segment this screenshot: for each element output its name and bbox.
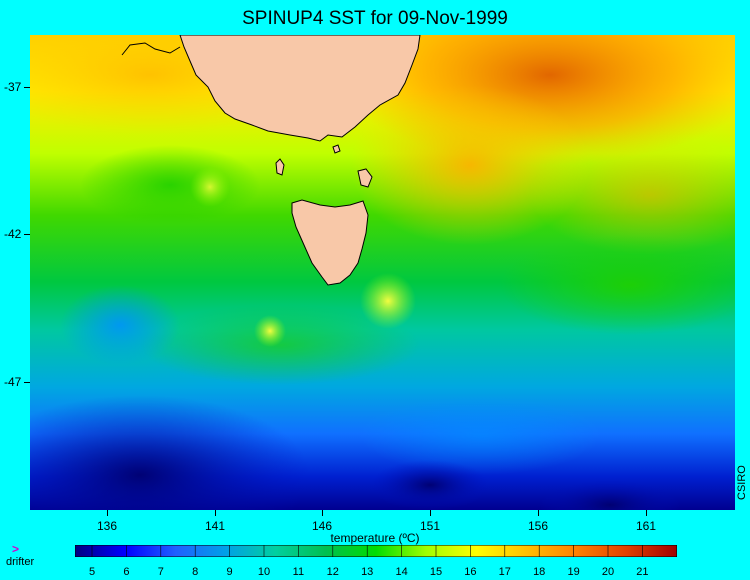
y-tick-mark xyxy=(24,87,30,88)
colorbar-label: 10 xyxy=(257,566,271,578)
sst-map xyxy=(30,35,735,510)
colorbar-label: 15 xyxy=(429,566,443,578)
colorbar-label: 17 xyxy=(498,566,511,578)
colorbar-label: 13 xyxy=(361,566,374,578)
colorbar-title: temperature (ºC) xyxy=(330,531,420,545)
x-tick-mark xyxy=(646,510,647,516)
colorbar-label: 6 xyxy=(123,566,130,578)
colorbar-label: 12 xyxy=(326,566,339,578)
colorbar xyxy=(75,545,677,557)
x-tick-label: 146 xyxy=(311,519,333,533)
y-tick-mark xyxy=(24,234,30,235)
colorbar-label: 19 xyxy=(567,566,580,578)
colorbar-label: 9 xyxy=(226,566,233,578)
x-tick-label: 136 xyxy=(96,519,118,533)
x-tick-mark xyxy=(107,510,108,516)
x-tick-mark xyxy=(430,510,431,516)
tasmania xyxy=(291,199,369,286)
y-tick-mark xyxy=(24,382,30,383)
x-tick-label: 141 xyxy=(204,519,226,533)
colorbar-label: 21 xyxy=(636,566,649,578)
colorbar-label: 5 xyxy=(88,566,96,578)
x-tick-mark xyxy=(215,510,216,516)
x-tick-label: 151 xyxy=(419,519,441,533)
colorbar-label: 7 xyxy=(157,566,164,578)
colorbar-label: 18 xyxy=(533,566,546,578)
colorbar-label: 8 xyxy=(192,566,199,578)
y-tick-label: -37 xyxy=(4,80,22,94)
x-tick-mark xyxy=(538,510,539,516)
x-tick-label: 161 xyxy=(635,519,657,533)
colorbar-label: 20 xyxy=(601,566,615,578)
colorbar-label: 16 xyxy=(464,566,477,578)
colorbar-label: 14 xyxy=(395,566,408,578)
australia-mainland xyxy=(179,35,421,142)
map-title: SPINUP4 SST for 09-Nov-1999 xyxy=(242,8,508,29)
x-tick-mark xyxy=(322,510,323,516)
colorbar-label: 11 xyxy=(292,566,305,578)
y-tick-label: -47 xyxy=(4,375,22,389)
drifter-symbol: > xyxy=(12,542,20,556)
drifter-legend-label: drifter xyxy=(6,556,35,568)
y-tick-label: -42 xyxy=(4,227,22,241)
x-tick-label: 156 xyxy=(527,519,549,533)
